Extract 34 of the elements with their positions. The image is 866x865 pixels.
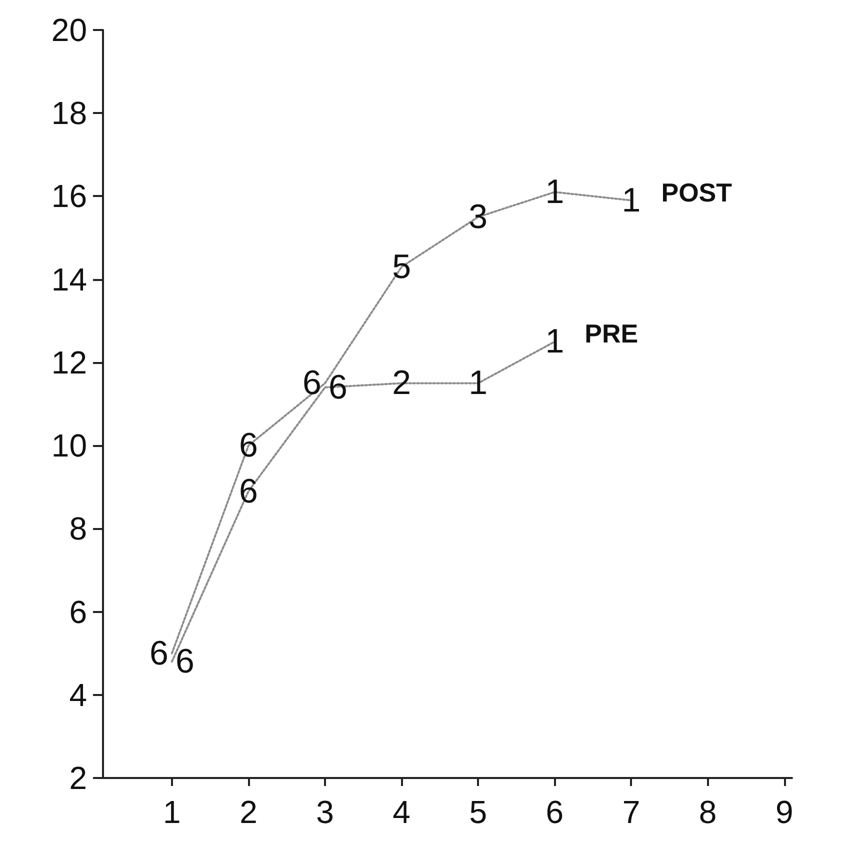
x-tick-label: 4 <box>392 794 410 830</box>
series-label: POST <box>661 177 732 208</box>
annotation: 6 <box>175 642 194 681</box>
y-tick-label: 14 <box>51 261 87 298</box>
x-tick-label: 1 <box>163 794 181 830</box>
x-tick-label: 6 <box>546 794 564 830</box>
x-tick-label: 2 <box>240 794 258 830</box>
y-tick-label: 16 <box>51 178 87 214</box>
annotation: 6 <box>238 426 258 465</box>
y-tick-label: 10 <box>51 428 87 464</box>
annotation: 6 <box>328 368 348 406</box>
y-tick-label: 18 <box>51 95 87 132</box>
annotation: 1 <box>622 181 641 220</box>
y-tick-label: 4 <box>69 676 87 713</box>
annotation: 5 <box>392 248 412 286</box>
y-tick-label: 8 <box>69 510 87 547</box>
annotation: 6 <box>302 364 322 402</box>
y-tick-label: 2 <box>69 760 87 796</box>
y-tick-label: 12 <box>51 344 87 380</box>
x-tick-label: 3 <box>316 794 334 830</box>
x-tick-label: 9 <box>775 794 794 830</box>
annotation: 1 <box>468 364 488 402</box>
y-tick-label: 20 <box>51 12 87 48</box>
annotation: 6 <box>238 472 258 510</box>
x-tick-label: 8 <box>698 794 717 830</box>
annotation: 3 <box>468 198 488 236</box>
annotation: 2 <box>392 364 412 402</box>
y-tick-label: 6 <box>69 594 87 630</box>
x-tick-label: 7 <box>622 794 640 830</box>
annotation: 1 <box>545 173 564 212</box>
x-tick-label: 5 <box>469 794 488 830</box>
annotation: 1 <box>545 322 564 361</box>
annotation: 6 <box>149 634 168 672</box>
series-label: PRE <box>584 318 638 349</box>
